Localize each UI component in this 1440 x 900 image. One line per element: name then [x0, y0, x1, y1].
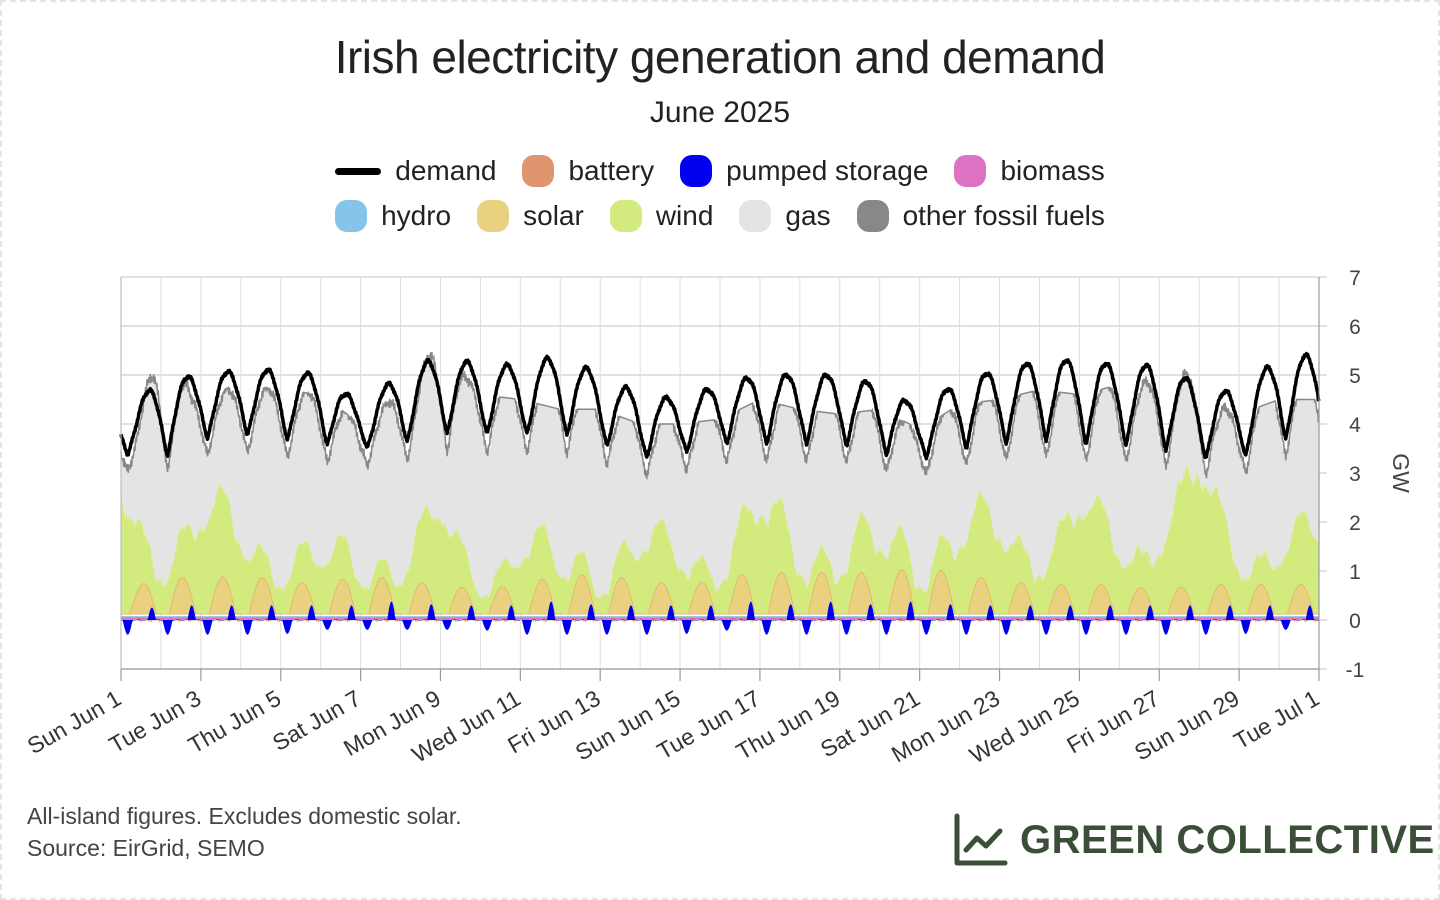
- legend-swatch-gas: [739, 200, 772, 232]
- source-note: Source: EirGrid, SEMO: [27, 835, 265, 861]
- y-tick-label: 4: [1349, 414, 1361, 437]
- brand-name: GREEN COLLECTIVE: [1020, 817, 1435, 862]
- chart-title: Irish electricity generation and demand: [334, 31, 1106, 83]
- legend-item-gas[interactable]: gas: [739, 200, 831, 232]
- y-tick-label: 6: [1349, 316, 1361, 339]
- wind-area: [121, 465, 1319, 615]
- legend-swatch-demand: [335, 167, 382, 175]
- legend-item-demand[interactable]: demand: [335, 155, 496, 187]
- other-fossil-fuels-area: [120, 351, 1320, 481]
- solar-area: [121, 569, 1319, 615]
- y-tick-label: 3: [1349, 463, 1361, 486]
- legend-item-hydro[interactable]: hydro: [335, 200, 451, 232]
- x-tick-label: Thu Jun 5: [184, 685, 286, 759]
- legend-label: wind: [655, 200, 714, 231]
- x-tick-label: Tue Jul 1: [1229, 685, 1323, 754]
- legend-swatch-solar: [477, 200, 510, 232]
- y-tick-label: 1: [1349, 561, 1361, 584]
- legend-item-solar[interactable]: solar: [477, 200, 584, 232]
- y-tick-label: 2: [1349, 512, 1361, 535]
- footnote-line-1: All-island figures. Excludes domestic so…: [27, 803, 462, 829]
- brand-logo: GREEN COLLECTIVE: [952, 812, 1435, 868]
- y-axis-label: GW: [1388, 453, 1414, 493]
- legend-swatch-battery: [522, 155, 555, 187]
- legend-swatch-biomass: [954, 155, 987, 187]
- legend-item-battery[interactable]: battery: [522, 155, 654, 187]
- legend-item-other-fossil-fuels[interactable]: other fossil fuels: [856, 200, 1105, 232]
- legend-label: other fossil fuels: [902, 200, 1105, 231]
- legend-swatch-pumped-storage: [680, 155, 713, 187]
- line-chart-icon: [954, 813, 1008, 866]
- legend-label: battery: [568, 155, 655, 186]
- legend-item-pumped-storage[interactable]: pumped storage: [680, 155, 928, 187]
- legend-label: pumped storage: [726, 155, 929, 186]
- legend-swatch-other-fossil-fuels: [856, 200, 889, 232]
- legend-label: solar: [523, 200, 584, 231]
- chart-subtitle: June 2025: [649, 96, 791, 129]
- y-tick-label: 0: [1349, 610, 1361, 633]
- demand-line: [119, 351, 1321, 461]
- legend: demand battery pumped storage biomass: [0, 155, 1440, 187]
- footnote: All-island figures. Excludes domestic so…: [27, 800, 462, 864]
- y-tick-label: -1: [1346, 659, 1365, 682]
- legend-swatch-hydro: [335, 200, 368, 232]
- gas-area: [121, 351, 1319, 600]
- legend-item-wind[interactable]: wind: [609, 200, 714, 232]
- y-tick-label: 5: [1349, 365, 1361, 388]
- legend-label: hydro: [381, 200, 452, 231]
- x-tick-label: Sun Jun 1: [23, 685, 126, 759]
- y-tick-label: 7: [1349, 267, 1361, 290]
- legend-row-2: hydro solar wind gas other fossil fuels: [0, 200, 1440, 232]
- legend-label: demand: [395, 155, 497, 186]
- legend-item-biomass[interactable]: biomass: [954, 155, 1105, 187]
- biomass-area: [121, 617, 1319, 620]
- legend-label: gas: [785, 200, 831, 231]
- legend-label: biomass: [1000, 155, 1105, 186]
- legend-swatch-wind: [609, 200, 642, 232]
- hydro-area: [121, 616, 1319, 618]
